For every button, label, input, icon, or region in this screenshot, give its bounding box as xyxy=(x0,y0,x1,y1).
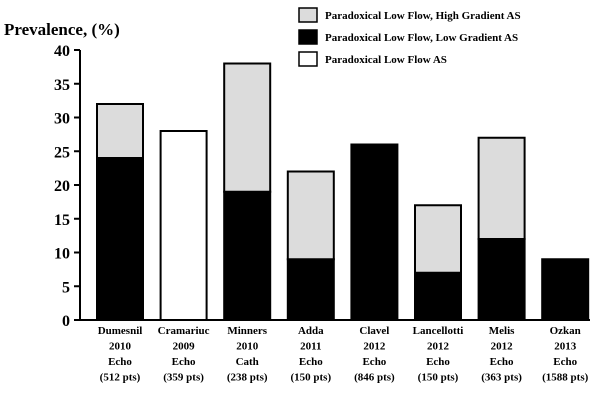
category-label: 2013 xyxy=(554,341,577,353)
category-label: Echo xyxy=(553,356,577,368)
category-label: Lancellotti xyxy=(413,325,464,337)
category-label: (150 pts) xyxy=(290,372,331,384)
category-label: Cramariuc xyxy=(158,325,210,337)
y-axis-title: Prevalence, (%) xyxy=(4,20,120,39)
category-label: 2012 xyxy=(491,341,514,353)
category-label: Echo xyxy=(490,356,514,368)
category-label: Ozkan xyxy=(550,325,581,337)
bar-segment xyxy=(350,143,399,321)
category-label: (846 pts) xyxy=(354,372,395,384)
category-label: (150 pts) xyxy=(418,372,459,384)
bar-segment xyxy=(286,258,335,321)
category-label: 2012 xyxy=(427,341,450,353)
category-label: (512 pts) xyxy=(100,372,141,384)
y-tick-label: 5 xyxy=(62,279,70,296)
y-tick-label: 30 xyxy=(54,111,70,128)
category-labels: Dumesnil 2010 Echo (512 pts) Cramariuc 2009 Ec… xyxy=(98,325,589,384)
category-label: Minners xyxy=(227,325,267,337)
category-label: Echo xyxy=(426,356,450,368)
legend-label: Paradoxical Low Flow AS xyxy=(325,54,447,66)
legend-label: Paradoxical Low Flow, Low Gradient AS xyxy=(325,32,518,44)
y-tick-label: 35 xyxy=(54,77,70,94)
bar-segment xyxy=(159,130,208,321)
category-label: Echo xyxy=(362,356,386,368)
bar-segment xyxy=(96,103,144,159)
legend-swatch xyxy=(298,7,318,23)
category-label: 2011 xyxy=(300,341,321,353)
bar-segment xyxy=(414,271,462,321)
y-tick-label: 0 xyxy=(62,313,70,330)
bar-segment xyxy=(223,62,272,193)
category-label: (359 pts) xyxy=(163,372,204,384)
category-label: Clavel xyxy=(359,325,389,337)
category-label: Melis xyxy=(489,325,515,337)
category-label: (238 pts) xyxy=(227,372,268,384)
category-label: 2012 xyxy=(363,341,386,353)
y-tick-label: 15 xyxy=(54,212,70,229)
legend: Paradoxical Low Flow, High Gradient AS Pa… xyxy=(298,7,521,67)
y-tick-label: 10 xyxy=(54,246,70,263)
category-label: Cath xyxy=(236,356,259,368)
bar-segment xyxy=(477,238,526,321)
legend-swatch xyxy=(298,51,318,67)
category-label: Echo xyxy=(299,356,323,368)
bar-segment xyxy=(96,157,144,321)
category-label: (1588 pts) xyxy=(542,372,588,384)
bar-segment xyxy=(414,204,462,274)
bar-segment xyxy=(223,190,272,321)
bar-segment xyxy=(541,258,590,321)
category-label: Echo xyxy=(108,356,132,368)
category-label: (363 pts) xyxy=(481,372,522,384)
bar-segment xyxy=(286,170,335,261)
legend-label: Paradoxical Low Flow, High Gradient AS xyxy=(325,10,521,22)
category-label: 2010 xyxy=(236,341,259,353)
category-label: Adda xyxy=(298,325,324,337)
y-tick-label: 20 xyxy=(54,178,70,195)
bar-segment xyxy=(477,136,526,240)
legend-swatch xyxy=(298,29,318,45)
category-label: Echo xyxy=(172,356,196,368)
y-tick-label: 25 xyxy=(54,144,70,161)
category-label: Dumesnil xyxy=(98,325,143,337)
category-label: 2009 xyxy=(173,341,196,353)
y-tick-label: 40 xyxy=(54,43,70,60)
bars xyxy=(96,62,590,321)
category-label: 2010 xyxy=(109,341,132,353)
